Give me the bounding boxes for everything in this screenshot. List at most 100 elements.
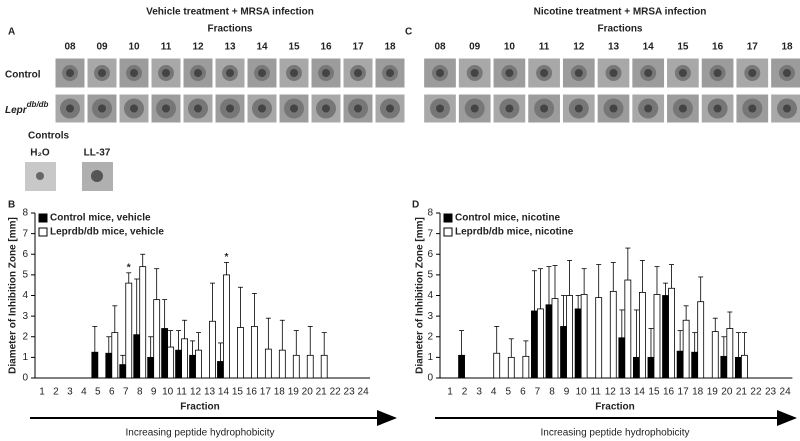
plate-well [436, 104, 444, 113]
plate-well [290, 69, 298, 77]
plate-image [631, 57, 666, 89]
control-images [25, 162, 113, 191]
legend-swatch [443, 213, 453, 223]
y-tick-label: 0 [427, 373, 433, 384]
bar [91, 351, 99, 379]
bar [545, 304, 553, 379]
plate-well [436, 69, 444, 77]
x-tick-label: 1 [447, 387, 453, 398]
x-tick-label: 22 [330, 387, 342, 398]
panel-label: D [412, 200, 419, 211]
bar [595, 297, 603, 379]
plate-well [66, 69, 74, 77]
plate-well [194, 69, 202, 77]
bar [668, 287, 675, 379]
bar [153, 299, 161, 379]
bar [633, 356, 640, 379]
legend-swatch [38, 227, 48, 237]
x-tick-label: 7 [123, 387, 129, 398]
bar [531, 310, 538, 379]
plate-well [470, 69, 479, 77]
plate-well [98, 69, 106, 77]
plate-well [470, 104, 479, 113]
plate-well [322, 69, 330, 77]
bar [507, 356, 515, 379]
bar [292, 354, 300, 379]
panel-title: Vehicle treatment + MRSA infection [146, 7, 314, 18]
fraction-label: 13 [224, 42, 236, 53]
x-tick-label: 10 [162, 387, 174, 398]
bar [181, 338, 189, 379]
x-tick-label: 21 [736, 387, 748, 398]
x-axis-title: Fraction [180, 402, 219, 413]
fraction-label: 09 [469, 42, 481, 53]
plate-well [354, 69, 362, 77]
bar [209, 320, 216, 379]
bar [139, 266, 147, 379]
fraction-label: 12 [573, 42, 585, 53]
x-tick-label: 17 [678, 387, 690, 398]
fraction-label: 15 [288, 42, 300, 53]
bar [147, 356, 155, 379]
plate-well [91, 170, 103, 182]
fraction-label: 10 [128, 42, 140, 53]
x-tick-label: 2 [462, 387, 468, 398]
bar [574, 308, 582, 379]
bar [320, 354, 328, 379]
bar [306, 354, 314, 379]
bar [237, 327, 244, 379]
bar [264, 348, 272, 379]
fraction-label: 11 [539, 42, 550, 53]
x-tick-label: 6 [109, 387, 115, 398]
bar [195, 349, 202, 379]
bar [639, 292, 646, 379]
plate-well [505, 104, 514, 113]
plate-well [713, 69, 722, 77]
controls-label: Controls [28, 131, 70, 142]
x-tick-label: 16 [246, 387, 258, 398]
y-tick-label: 5 [22, 270, 28, 281]
y-tick-label: 5 [427, 270, 433, 281]
plate-well [644, 69, 653, 77]
plate-well [290, 104, 298, 113]
plate-well [748, 104, 757, 113]
x-tick-label: 22 [750, 387, 762, 398]
x-tick-label: 14 [218, 387, 230, 398]
plate-image [492, 57, 527, 89]
bar [119, 364, 127, 379]
x-tick-label: 24 [358, 387, 370, 398]
x-tick-label: 14 [634, 387, 646, 398]
fraction-label: 17 [352, 42, 364, 53]
plate-well [66, 104, 74, 113]
bar [250, 326, 258, 379]
plate-well [162, 104, 170, 113]
panel-label: C [405, 27, 412, 38]
x-tick-label: 3 [67, 387, 73, 398]
plate-image [214, 57, 246, 89]
x-tick-label: 11 [591, 387, 602, 398]
y-axis-title: Diameter of Inhibition Zone [mm] [8, 217, 19, 374]
plate-well [36, 172, 44, 180]
plate-well [540, 104, 549, 113]
x-tick-label: 12 [190, 387, 202, 398]
x-tick-label: 4 [81, 387, 87, 398]
x-tick-label: 7 [535, 387, 541, 398]
x-tick-label: 8 [549, 387, 555, 398]
plate-well [386, 69, 394, 77]
plate-image [54, 57, 86, 89]
fraction-label: 18 [781, 42, 793, 53]
control-item: H₂O [30, 148, 50, 159]
legend-swatch [38, 213, 48, 223]
bar [580, 294, 588, 379]
bar [560, 326, 567, 379]
fraction-label: 08 [434, 42, 446, 53]
y-tick-label: 4 [22, 290, 28, 301]
fraction-label: 14 [256, 42, 268, 53]
plate-well [574, 69, 583, 77]
plate-well [130, 69, 138, 77]
y-tick-label: 8 [22, 208, 28, 219]
x-tick-label: 21 [316, 387, 328, 398]
bar [278, 349, 286, 379]
row-label-base: Lepr [5, 105, 28, 116]
panel-label: B [8, 200, 15, 211]
